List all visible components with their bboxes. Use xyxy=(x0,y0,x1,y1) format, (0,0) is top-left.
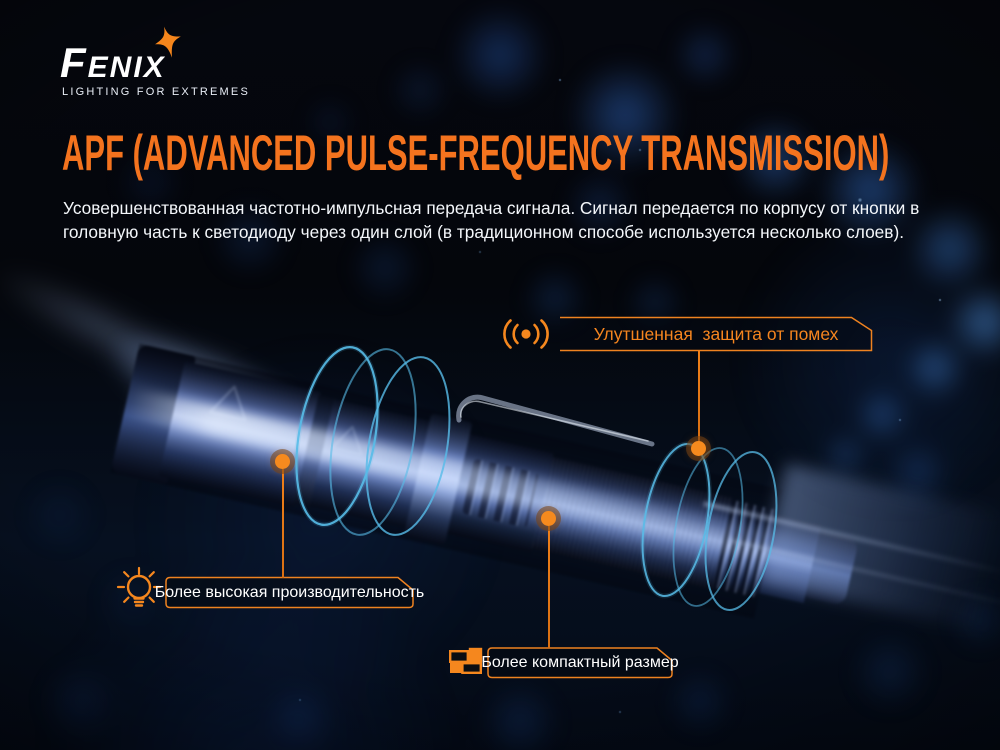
callout-label-performance: Более высокая производительность xyxy=(154,583,425,601)
connector-line-interference xyxy=(698,351,700,442)
callout-label-interference: Улутшенная защита от помех xyxy=(593,323,839,344)
page-title: APF (ADVANCED PULSE-FREQUENCY TRANSMISSI… xyxy=(62,125,890,181)
brand-tagline: LIGHTING FOR EXTREMES xyxy=(62,86,250,98)
fenix-logo: Fenix xyxy=(60,39,166,86)
description-text: Усовершенствованная частотно-импульсная … xyxy=(63,197,919,244)
connector-line-compact xyxy=(548,526,550,648)
description-line-1: Усовершенствованная частотно-импульсная … xyxy=(63,198,920,218)
marker-dot-interference xyxy=(691,441,706,456)
description-line-2: головную часть к светодиоду через один с… xyxy=(63,221,905,242)
compact-blocks-icon xyxy=(449,647,483,675)
callout-label-compact: Более компактный размер xyxy=(481,653,679,671)
lightbulb-icon xyxy=(116,566,162,607)
connector-line-performance xyxy=(282,469,284,578)
signal-waves-icon xyxy=(503,319,549,349)
logo-star-icon xyxy=(155,26,181,58)
marker-dot-compact xyxy=(541,511,556,526)
marker-dot-performance xyxy=(275,454,290,469)
